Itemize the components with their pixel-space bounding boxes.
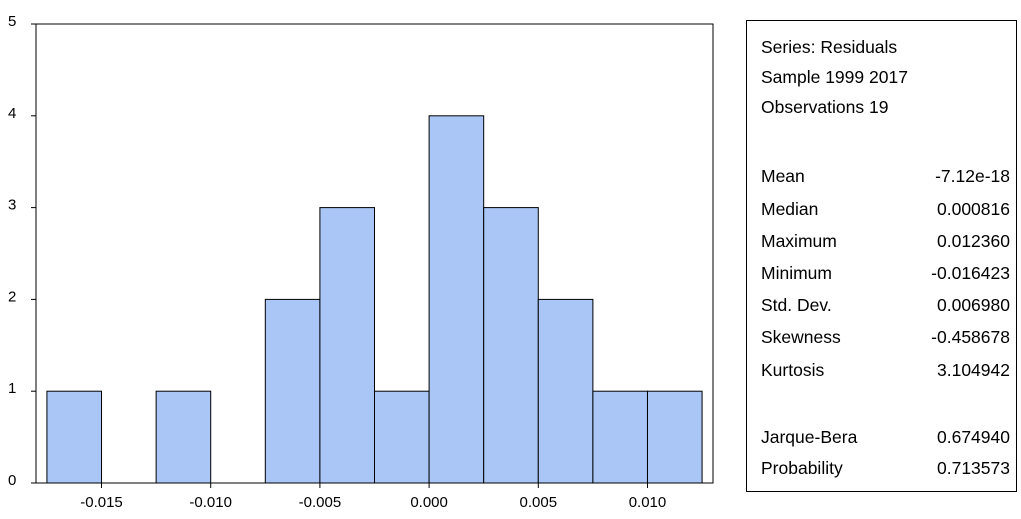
x-tick-label: 0.010 xyxy=(629,494,667,511)
axes-layer: 0 1 2 3 4 5 -0.015 -0.010 -0.005 0.000 0.005 0.010 xyxy=(8,13,666,511)
stat-row-median: Median 0.000816 xyxy=(761,199,1010,221)
y-tick-label: 5 xyxy=(8,13,16,30)
stat-label: Maximum xyxy=(761,231,837,251)
histogram-bar xyxy=(155,390,212,484)
stat-row-maximum: Maximum 0.012360 xyxy=(761,231,1010,253)
histogram-bar xyxy=(374,390,430,484)
stat-value: 0.000816 xyxy=(937,199,1010,219)
stat-row-probability: Probability 0.713573 xyxy=(761,458,1010,480)
stat-row-std-dev: Std. Dev. 0.006980 xyxy=(761,295,1010,317)
stat-label: Mean xyxy=(761,166,805,186)
stat-value: -7.12e-18 xyxy=(935,166,1010,186)
stat-label: Median xyxy=(761,199,819,219)
y-tick-label: 0 xyxy=(8,472,16,489)
plot-frame xyxy=(35,23,714,484)
stat-value: -0.458678 xyxy=(931,327,1010,347)
histogram-bar xyxy=(264,298,321,484)
stat-value: 0.713573 xyxy=(937,458,1010,478)
stat-row-skewness: Skewness -0.458678 xyxy=(761,327,1010,349)
stat-label: Std. Dev. xyxy=(761,295,832,315)
stat-row-jarque-bera: Jarque-Bera 0.674940 xyxy=(761,427,1010,449)
y-tick-label: 2 xyxy=(8,288,16,305)
bars-layer xyxy=(46,115,703,484)
histogram-bar xyxy=(483,207,539,484)
stat-label: Skewness xyxy=(761,327,841,347)
series-name: Series: Residuals xyxy=(761,37,898,57)
stat-label: Probability xyxy=(761,458,843,478)
histogram-bar xyxy=(646,390,703,484)
stat-label: Jarque-Bera xyxy=(761,427,858,447)
histogram-bar xyxy=(319,207,376,484)
stat-value: 0.012360 xyxy=(937,231,1010,251)
stat-value: 0.674940 xyxy=(937,427,1010,447)
stat-value: 0.006980 xyxy=(937,295,1010,315)
x-tick-label: 0.005 xyxy=(520,494,558,511)
y-tick-label: 1 xyxy=(8,380,16,397)
histogram-bar xyxy=(592,390,648,484)
stat-label: Minimum xyxy=(761,263,832,283)
stat-value: 3.104942 xyxy=(937,360,1010,380)
stat-label: Kurtosis xyxy=(761,360,825,380)
observations-count: Observations 19 xyxy=(761,97,889,117)
x-tick-label: 0.000 xyxy=(410,494,448,511)
stat-row-minimum: Minimum -0.016423 xyxy=(761,263,1010,285)
statistics-panel: Series: Residuals Sample 1999 2017 Obser… xyxy=(746,20,1017,492)
histogram-bar xyxy=(46,390,103,484)
sample-range: Sample 1999 2017 xyxy=(761,67,908,87)
y-tick-label: 4 xyxy=(8,105,16,122)
x-tick-label: -0.005 xyxy=(299,494,342,511)
histogram-bar xyxy=(428,115,485,484)
stat-row-kurtosis: Kurtosis 3.104942 xyxy=(761,360,1010,382)
stat-value: -0.016423 xyxy=(931,263,1010,283)
x-tick-label: -0.010 xyxy=(189,494,232,511)
stat-row-mean: Mean -7.12e-18 xyxy=(761,166,1010,188)
histogram-bar xyxy=(537,298,594,484)
x-tick-label: -0.015 xyxy=(80,494,123,511)
y-tick-label: 3 xyxy=(8,197,16,214)
histogram-chart: 0 1 2 3 4 5 -0.015 -0.010 -0.005 0.000 0.005 0.010 xyxy=(8,13,714,511)
